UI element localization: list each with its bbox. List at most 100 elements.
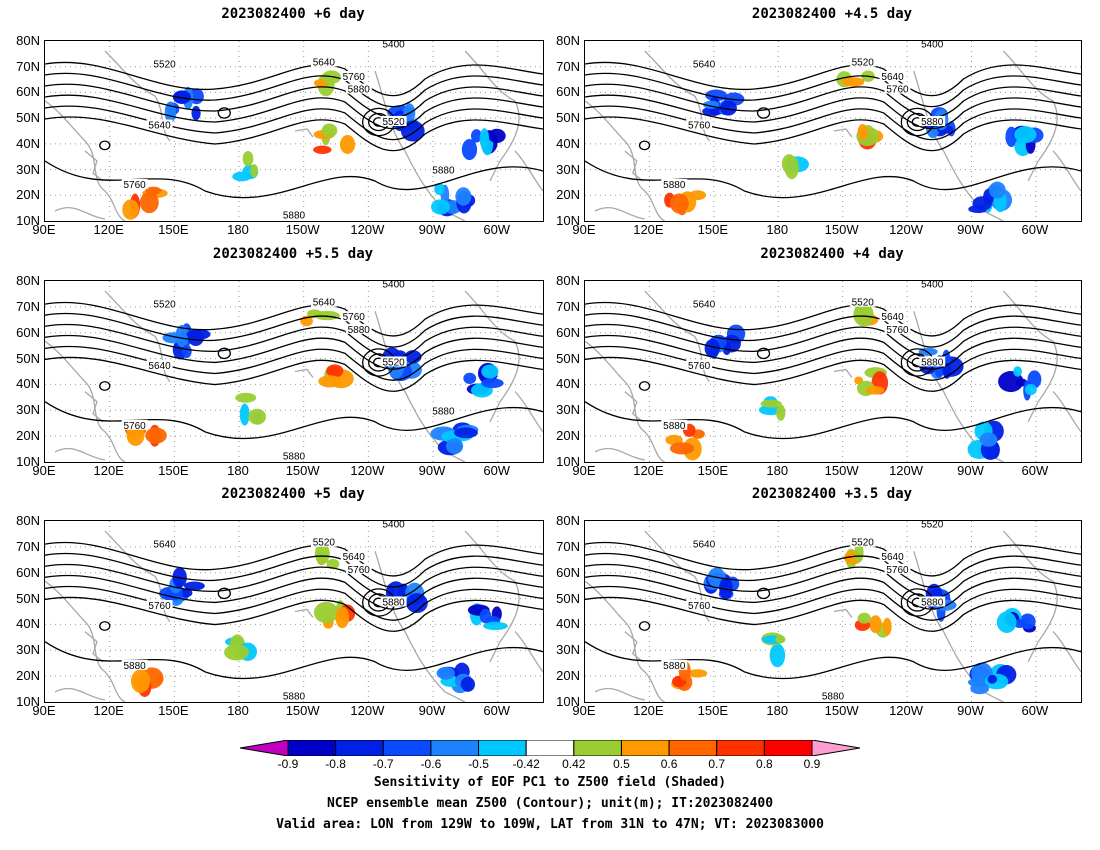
contour-label: 5640	[693, 540, 716, 551]
map-panel: 5520 5640 5520 5640 5760 5880 5760 5880 5880	[584, 520, 1082, 703]
contour-label: 5760	[348, 565, 371, 576]
longitude-label: 90E	[572, 463, 596, 478]
colorbar-tick-label: 0.9	[803, 757, 821, 771]
longitude-label: 180	[227, 222, 249, 237]
longitude-label: 120E	[93, 703, 124, 718]
panel-title: 2023082400 +6 day	[221, 6, 365, 22]
contour-label: 5880	[348, 325, 371, 336]
latitude-label: 80N	[556, 513, 580, 528]
latitude-label: 40N	[556, 616, 580, 632]
panel-title: 2023082400 +5.5 day	[212, 246, 374, 262]
contour-label: 5400	[921, 41, 944, 51]
contour-label: 5760	[886, 325, 909, 336]
latitude-label: 40N	[556, 376, 580, 392]
z500-contours	[585, 61, 1081, 199]
colorbar-segment	[335, 739, 384, 757]
contour-label: 5640	[148, 121, 171, 132]
colorbar-tick-label: 0.5	[613, 757, 630, 771]
contour-labels: 5400 5640 5520 5640 5760 5880 5760 5880 5880	[121, 521, 407, 702]
longitude-label: 150W	[824, 703, 859, 718]
longitude-label: 60W	[483, 222, 511, 237]
colorbar-segment	[763, 739, 813, 757]
latitude-label: 60N	[16, 84, 40, 100]
contour-label: 5880	[822, 692, 845, 702]
colorbar-tick-label: -0.8	[325, 757, 346, 771]
latitude-label: 50N	[556, 590, 580, 606]
longitude-label: 60W	[1021, 703, 1049, 718]
longitude-label: 150E	[697, 463, 729, 478]
colorbar-segment	[620, 739, 670, 757]
contour-label: 5520	[382, 117, 405, 128]
grid-lines	[585, 41, 1081, 221]
latitude-label: 30N	[556, 161, 580, 177]
latitude-label: 50N	[556, 350, 580, 366]
latitude-label: 30N	[556, 402, 580, 418]
contour-label: 5880	[921, 597, 944, 608]
coastlines	[585, 50, 1081, 221]
colorbar-tick-label: 0.7	[708, 757, 726, 771]
contour-label: 5880	[283, 692, 306, 702]
latitude-label: 60N	[16, 324, 40, 340]
contour-label: 5520	[313, 538, 336, 549]
contour-label: 5640	[343, 552, 366, 563]
latitude-label: 60N	[556, 324, 580, 340]
longitude-label: 150E	[697, 703, 729, 718]
panel-title: 2023082400 +4.5 day	[751, 6, 913, 22]
longitude-label: 90W	[418, 463, 446, 478]
latitude-label: 70N	[556, 298, 580, 314]
z500-contours	[45, 301, 543, 440]
contour-label: 5520	[153, 59, 176, 70]
longitude-label: 150W	[824, 463, 859, 478]
longitude-label: 90E	[32, 222, 56, 237]
contour-label: 5640	[313, 58, 336, 69]
contour-label: 5880	[283, 452, 306, 462]
colorbar-segment	[525, 739, 575, 757]
z500-contours	[585, 541, 1081, 680]
longitude-label: 90E	[572, 703, 596, 718]
longitude-label: 150E	[158, 222, 189, 237]
contour-label: 5760	[343, 312, 366, 323]
grid-lines	[45, 521, 543, 702]
contour-label: 5640	[153, 540, 176, 551]
longitude-label: 120W	[350, 463, 385, 478]
latitude-label: 20N	[556, 428, 580, 444]
contour-label: 5640	[881, 552, 904, 563]
contour-label: 5880	[124, 661, 147, 672]
longitude-label: 120W	[889, 463, 924, 478]
longitude-label: 90W	[957, 463, 984, 478]
latitude-label: 80N	[16, 273, 40, 288]
contour-label: 5640	[148, 361, 171, 372]
colorbar	[239, 739, 861, 757]
contour-labels: 5400 5520 5640 5760 5880 5520 5640 5760 5880 5880	[121, 41, 457, 221]
contour-label: 5760	[688, 601, 711, 612]
contour-labels: 5520 5640 5520 5640 5760 5880 5760 5880 5880	[661, 521, 946, 702]
colorbar-segment	[430, 739, 480, 757]
longitude-label: 90W	[418, 222, 446, 237]
contour-label: 5880	[432, 166, 455, 177]
contour-label: 5760	[124, 421, 147, 432]
grid-lines	[585, 281, 1081, 462]
longitude-label: 150W	[824, 222, 859, 237]
longitude-label: 150W	[285, 222, 320, 237]
latitude-label: 20N	[16, 187, 40, 203]
sensitivity-shading	[664, 70, 1044, 216]
contour-label: 5760	[148, 601, 171, 612]
latitude-label: 60N	[556, 84, 580, 100]
longitude-label: 60W	[1021, 222, 1049, 237]
colorbar-segment	[668, 739, 718, 757]
latitude-label: 30N	[16, 161, 40, 177]
contour-label: 5880	[348, 85, 371, 96]
contour-label: 5520	[852, 298, 875, 309]
latitude-label: 70N	[16, 538, 40, 554]
sensitivity-shading	[122, 70, 506, 220]
latitude-label: 40N	[16, 135, 40, 151]
latitude-label: 50N	[556, 110, 580, 126]
latitude-label: 30N	[16, 642, 40, 658]
contour-label: 5640	[693, 59, 716, 70]
latitude-label: 50N	[16, 110, 40, 126]
map-panel: 5400 5640 5520 5640 5760 5880 5760 5880	[584, 280, 1082, 463]
contour-label: 5880	[283, 211, 306, 221]
z500-contours	[45, 541, 543, 680]
colorbar-segment	[716, 739, 765, 757]
z500-contours	[585, 301, 1081, 440]
